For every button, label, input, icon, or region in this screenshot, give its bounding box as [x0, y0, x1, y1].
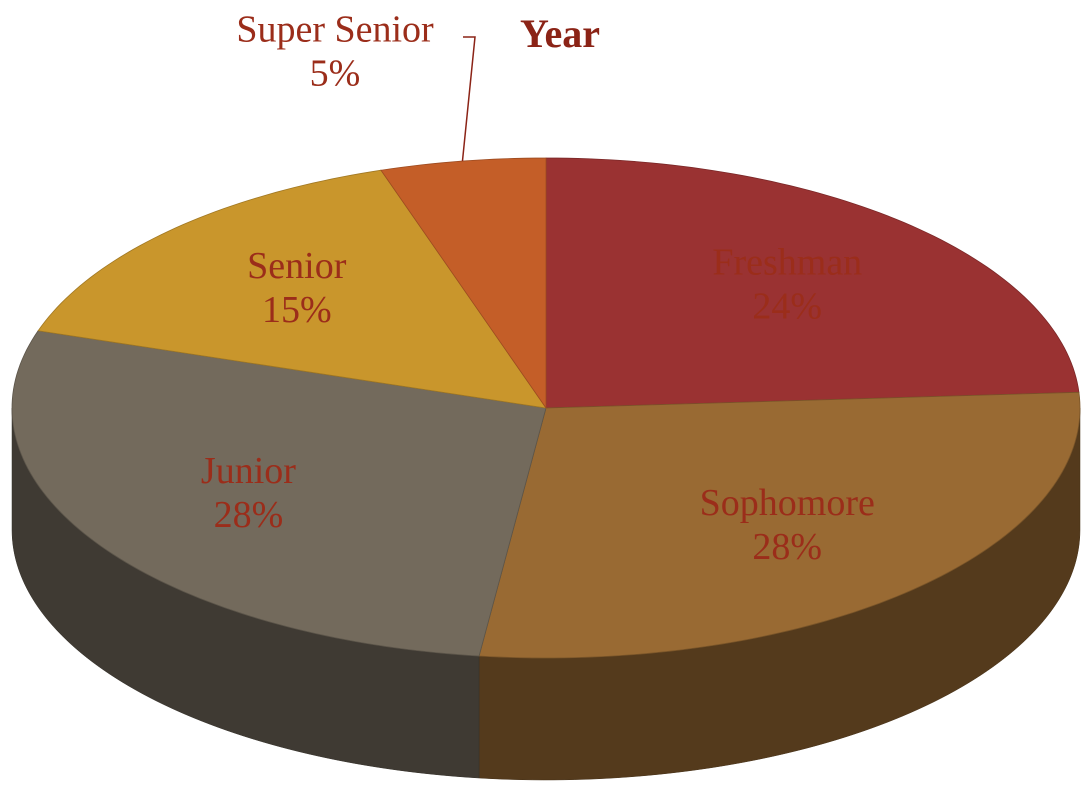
- data-label-value: 28%: [214, 494, 284, 536]
- slice: [478, 391, 1081, 659]
- data-label-value: 28%: [752, 526, 822, 568]
- slice: [380, 157, 547, 410]
- data-label-name: Freshman: [712, 241, 862, 283]
- data-label-value: 5%: [310, 53, 361, 95]
- slice: [11, 330, 547, 657]
- data-label-name: Senior: [247, 245, 347, 287]
- slice: [545, 157, 1080, 409]
- chart-title: Year: [520, 11, 600, 56]
- leader-line: [461, 36, 476, 162]
- data-label-name: Junior: [201, 450, 296, 492]
- slice: [37, 169, 547, 409]
- data-label-name: Sophomore: [700, 482, 875, 524]
- data-label-name: Super Senior: [236, 9, 434, 51]
- data-label-value: 15%: [262, 289, 332, 331]
- data-label-value: 24%: [752, 285, 822, 327]
